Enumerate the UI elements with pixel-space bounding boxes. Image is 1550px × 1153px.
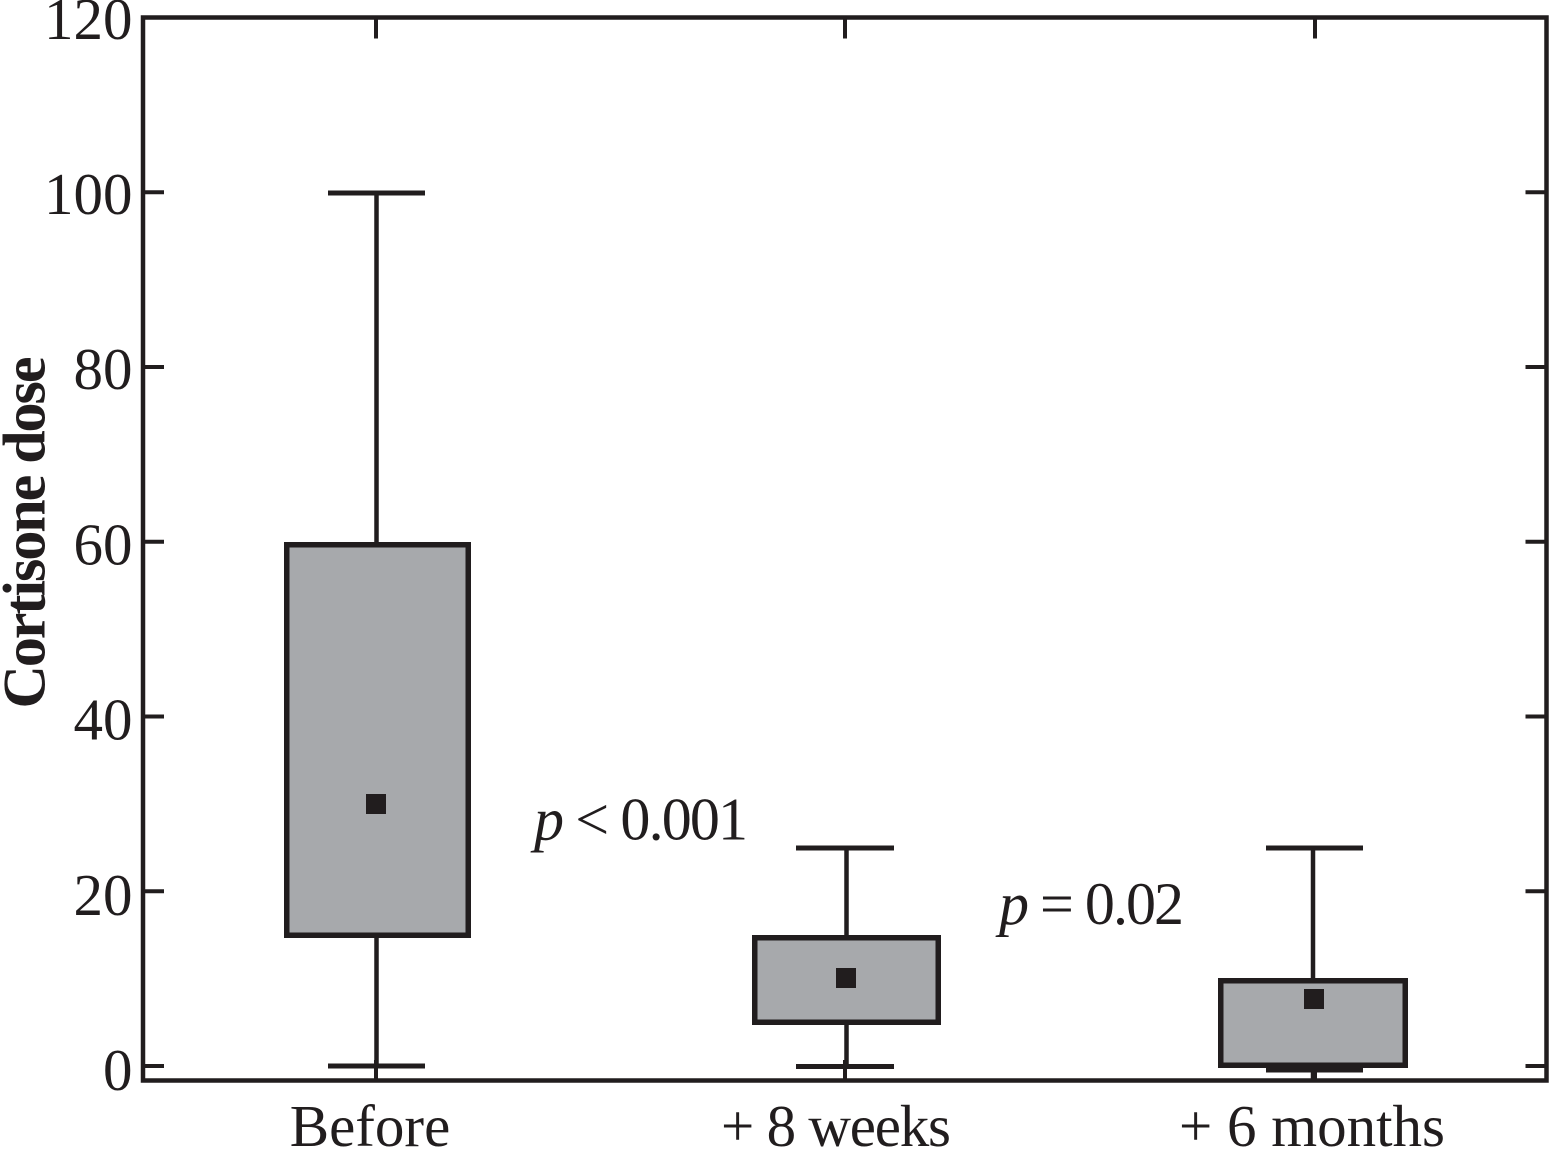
svg-text:20: 20 [74,862,133,928]
svg-text:Before: Before [290,1093,451,1153]
svg-text:p < 0.001: p < 0.001 [530,787,748,853]
svg-text:60: 60 [74,511,133,577]
svg-text:80: 80 [74,336,133,402]
svg-text:+ 6 months: + 6 months [1179,1093,1445,1153]
svg-text:120: 120 [44,0,133,52]
svg-text:0: 0 [103,1037,133,1103]
svg-text:p = 0.02: p = 0.02 [995,871,1184,937]
svg-text:100: 100 [44,161,133,227]
svg-text:Cortisone dose: Cortisone dose [0,357,58,709]
svg-text:+ 8 weeks: + 8 weeks [721,1093,951,1153]
svg-text:40: 40 [74,687,133,753]
